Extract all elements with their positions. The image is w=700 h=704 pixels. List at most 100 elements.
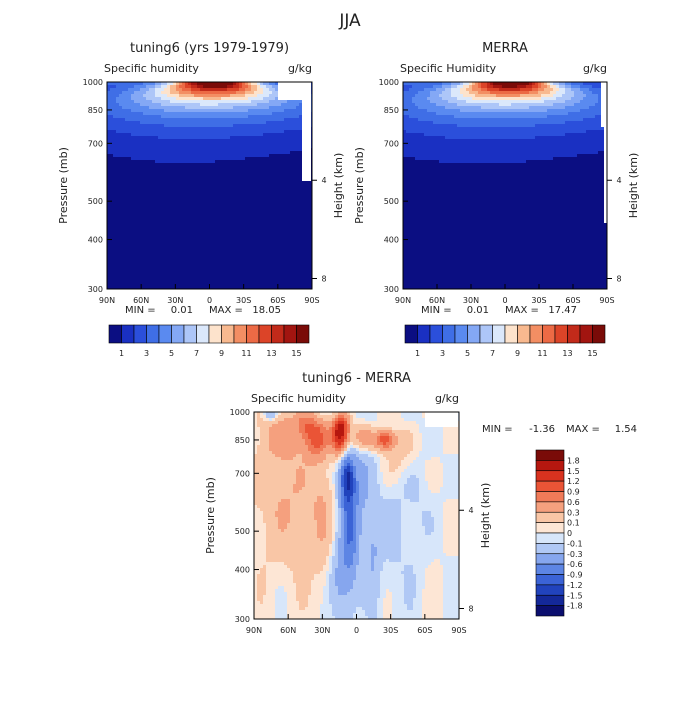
field-cell <box>200 247 203 250</box>
field-cell <box>143 106 146 109</box>
field-cell <box>143 238 146 241</box>
field-cell <box>209 178 212 181</box>
field-cell <box>197 187 200 190</box>
field-cell <box>308 109 311 112</box>
field-cell <box>236 157 239 160</box>
field-cell <box>239 184 242 187</box>
field-cell <box>131 145 134 148</box>
field-cell <box>131 241 134 244</box>
field-cell <box>215 127 218 130</box>
field-cell <box>287 202 290 205</box>
field-cell <box>113 274 116 277</box>
field-cell <box>296 181 299 184</box>
field-cell <box>137 88 140 91</box>
field-cell <box>110 244 113 247</box>
field-cell <box>299 265 302 268</box>
field-cell <box>143 193 146 196</box>
field-cell <box>296 124 299 127</box>
field-cell <box>275 259 278 262</box>
field-cell <box>176 274 179 277</box>
field-cell <box>290 178 293 181</box>
field-cell <box>158 88 161 91</box>
field-cell <box>299 91 302 94</box>
field-cell <box>176 235 179 238</box>
field-cell <box>281 136 284 139</box>
field-cell <box>140 106 143 109</box>
field-cell <box>290 169 293 172</box>
field-cell <box>227 181 230 184</box>
field-cell <box>248 277 251 280</box>
field-cell <box>251 181 254 184</box>
field-cell <box>146 184 149 187</box>
field-cell <box>266 103 269 106</box>
field-cell <box>140 97 143 100</box>
field-cell <box>176 139 179 142</box>
field-cell <box>197 283 200 286</box>
field-cell <box>194 94 197 97</box>
field-cell <box>176 277 179 280</box>
field-cell <box>281 226 284 229</box>
field-cell <box>257 142 260 145</box>
field-cell <box>284 151 287 154</box>
field-cell <box>152 118 155 121</box>
field-cell <box>149 271 152 274</box>
field-cell <box>161 133 164 136</box>
field-cell <box>134 163 137 166</box>
field-cell <box>284 121 287 124</box>
field-cell <box>179 199 182 202</box>
field-cell <box>200 148 203 151</box>
field-cell <box>221 130 224 133</box>
field-cell <box>137 172 140 175</box>
field-cell <box>122 142 125 145</box>
colorbar-swatch <box>109 325 122 343</box>
field-cell <box>119 274 122 277</box>
field-cell <box>125 151 128 154</box>
field-cell <box>134 208 137 211</box>
field-cell <box>409 88 412 91</box>
field-cell <box>164 115 167 118</box>
field-cell <box>164 97 167 100</box>
field-cell <box>299 124 302 127</box>
field-cell <box>110 184 113 187</box>
field-cell <box>233 106 236 109</box>
field-cell <box>131 127 134 130</box>
field-cell <box>125 199 128 202</box>
field-cell <box>296 151 299 154</box>
field-cell <box>119 193 122 196</box>
field-cell <box>239 223 242 226</box>
field-cell <box>146 232 149 235</box>
field-cell <box>128 235 131 238</box>
field-cell <box>197 181 200 184</box>
field-cell <box>131 91 134 94</box>
field-cell <box>230 163 233 166</box>
field-cell <box>281 235 284 238</box>
field-cell <box>302 85 305 88</box>
field-cell <box>182 121 185 124</box>
field-cell <box>203 160 206 163</box>
field-cell <box>206 238 209 241</box>
field-cell <box>158 244 161 247</box>
field-cell <box>155 208 158 211</box>
field-cell <box>149 262 152 265</box>
field-cell <box>296 166 299 169</box>
field-cell <box>275 154 278 157</box>
field-cell <box>176 160 179 163</box>
field-cell <box>254 208 257 211</box>
field-cell <box>281 187 284 190</box>
field-cell <box>218 163 221 166</box>
field-cell <box>296 175 299 178</box>
field-cell <box>257 112 260 115</box>
field-cell <box>296 121 299 124</box>
field-cell <box>152 184 155 187</box>
field-cell <box>110 148 113 151</box>
field-cell <box>263 232 266 235</box>
field-cell <box>146 166 149 169</box>
field-cell <box>227 277 230 280</box>
field-cell <box>278 253 281 256</box>
field-cell <box>125 85 128 88</box>
field-cell <box>212 130 215 133</box>
field-cell <box>299 250 302 253</box>
field-cell <box>197 214 200 217</box>
field-cell <box>203 85 206 88</box>
field-cell <box>188 253 191 256</box>
